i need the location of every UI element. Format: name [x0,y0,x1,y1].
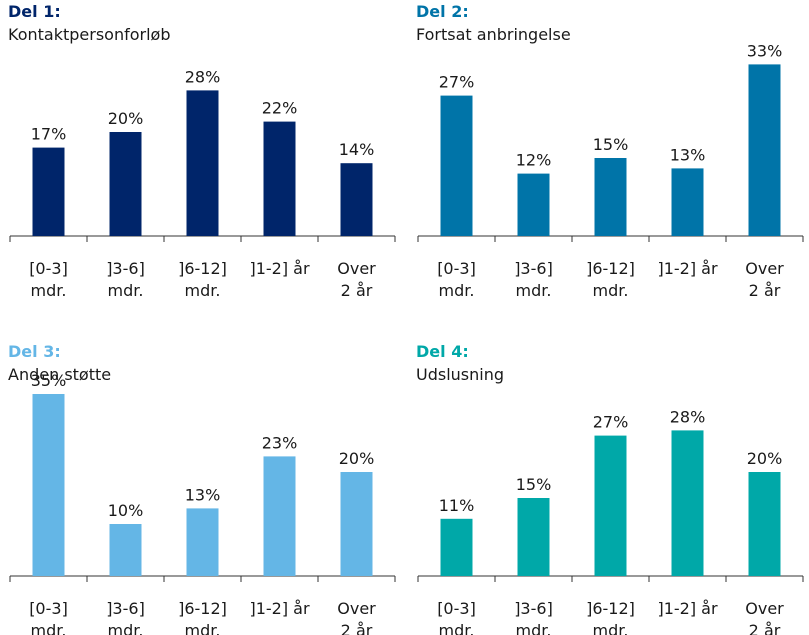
x-tick-label: ]6-12] mdr. [586,599,635,635]
value-label: 13% [185,485,221,504]
bar [748,472,781,576]
bar [340,163,373,236]
value-label: 28% [185,67,221,86]
value-label: 10% [108,501,144,520]
x-tick-label: Over 2 år [745,599,784,635]
x-tick-label: [0-3] mdr. [437,599,476,635]
value-label: 23% [262,433,298,452]
x-tick-label: ]3-6] mdr. [106,599,145,635]
panel-title: Del 1: [8,2,61,21]
x-tick-label: Over 2 år [337,599,376,635]
bar [32,394,65,576]
panel-subtitle: Udslusning [416,365,504,384]
bar [32,147,65,236]
value-label: 13% [670,145,706,164]
x-tick-label: ]6-12] mdr. [178,599,227,635]
panel-title: Del 2: [416,2,469,21]
bar [440,518,473,576]
value-label: 15% [593,135,629,154]
value-label: 20% [747,449,783,468]
bar [109,524,142,576]
x-tick-label: [0-3] mdr. [29,599,68,635]
x-tick-label: ]1-2] år [657,599,718,618]
value-label: 17% [31,125,67,144]
panel-subtitle: Kontaktpersonforløb [8,25,170,44]
bar [517,498,550,576]
x-tick-label: ]6-12] mdr. [586,259,635,300]
panel-title: Del 3: [8,342,61,361]
bar [594,435,627,576]
x-tick-label: Over 2 år [337,259,376,300]
bar [594,158,627,236]
value-label: 27% [593,413,629,432]
value-label: 15% [516,475,552,494]
panel-subtitle: Fortsat anbringelse [416,25,571,44]
panel-title: Del 4: [416,342,469,361]
bar [263,121,296,236]
x-tick-label: ]6-12] mdr. [178,259,227,300]
x-tick-label: Over 2 år [745,259,784,300]
bar [263,456,296,576]
x-tick-label: [0-3] mdr. [437,259,476,300]
x-tick-label: ]3-6] mdr. [514,259,553,300]
x-tick-label: ]1-2] år [249,259,310,278]
value-label: 35% [31,371,67,390]
bar [517,173,550,236]
bar [671,430,704,576]
panel-subtitle: Anden støtte [8,365,111,384]
value-label: 20% [339,449,375,468]
value-label: 12% [516,151,552,170]
x-tick-label: ]3-6] mdr. [106,259,145,300]
value-label: 22% [262,99,298,118]
x-tick-label: ]1-2] år [657,259,718,278]
value-label: 11% [439,496,475,515]
value-label: 20% [108,109,144,128]
value-label: 28% [670,407,706,426]
value-label: 33% [747,41,783,60]
bar [186,90,219,237]
x-tick-label: ]1-2] år [249,599,310,618]
x-tick-label: [0-3] mdr. [29,259,68,300]
bar [440,95,473,236]
bar [671,168,704,236]
value-label: 27% [439,73,475,92]
bar [748,64,781,237]
bar [109,132,142,236]
bar [186,508,219,576]
bar [340,472,373,576]
x-tick-label: ]3-6] mdr. [514,599,553,635]
value-label: 14% [339,140,375,159]
